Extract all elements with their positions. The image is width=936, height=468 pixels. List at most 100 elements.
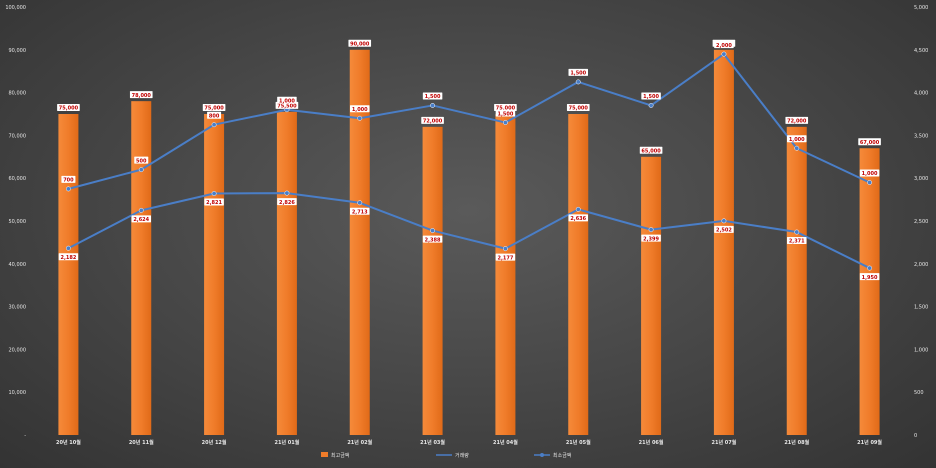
min-price-label-bg	[207, 111, 222, 119]
min-price-label: 1,000	[862, 171, 878, 177]
min-price-label-bg	[641, 92, 661, 100]
bar-max-price-label: 75,000	[496, 106, 516, 112]
bar-max-price-label: 72,000	[787, 119, 807, 125]
legend-item-max-price: 최고금액	[331, 452, 350, 459]
bar-max-price-label-bg	[202, 104, 226, 111]
volume-label: 2,713	[352, 209, 368, 215]
min-price-label-bg	[568, 68, 588, 76]
x-axis-tick-label: 21년 02월	[347, 439, 372, 446]
volume-point	[430, 228, 436, 234]
volume-label: 2,624	[133, 217, 149, 223]
volume-point	[575, 206, 581, 212]
left-axis-tick-label: 40,000	[9, 262, 27, 268]
min-price-label-bg	[787, 135, 807, 143]
volume-point	[648, 227, 654, 233]
legend-item-volume: 거래량	[455, 452, 469, 459]
right-axis-tick-label: 3,000	[914, 176, 928, 182]
min-price-label: 1,000	[789, 137, 805, 143]
x-axis-tick-label: 21년 08월	[784, 439, 809, 446]
bar-max-price-label-bg	[129, 91, 153, 99]
legend-swatch-max-price	[321, 452, 328, 457]
bar-max-price-label-bg	[57, 104, 80, 111]
right-axis-tick-label: 3,500	[914, 133, 928, 139]
volume-point	[357, 200, 363, 206]
min-price-label: 800	[209, 113, 220, 119]
min-price-label-bg	[422, 92, 443, 100]
min-price-point	[794, 145, 800, 151]
min-price-label-bg	[277, 96, 297, 104]
min-price-point	[721, 51, 727, 57]
left-axis-tick-label: 60,000	[9, 176, 27, 182]
x-axis-tick-label: 21년 04월	[493, 439, 518, 446]
legend-item-min-price: 최소금액	[553, 452, 572, 459]
bar-max-price-label: 65,000	[641, 149, 661, 155]
volume-label-bg	[641, 234, 661, 242]
volume-label: 2,371	[789, 239, 805, 245]
volume-point	[794, 229, 800, 235]
x-axis-tick-label: 21년 09월	[857, 439, 882, 446]
min-price-label-bg	[714, 41, 734, 49]
volume-label-bg	[204, 198, 224, 206]
left-axis-tick-label: -	[24, 433, 26, 439]
volume-point	[211, 191, 217, 196]
min-price-label: 2,000	[716, 43, 732, 49]
bar-max-price	[204, 114, 225, 435]
min-price-point	[575, 79, 581, 85]
bar-max-price	[58, 114, 79, 435]
bar-max-price	[568, 114, 589, 435]
volume-point	[721, 218, 727, 224]
x-axis-tick-label: 21년 03월	[420, 439, 445, 446]
bar-max-price-label-bg	[858, 138, 881, 146]
bar-max-price-label: 72,000	[423, 119, 443, 125]
volume-label-bg	[131, 215, 151, 223]
volume-label: 2,636	[570, 216, 586, 222]
bar-max-price	[422, 126, 443, 435]
x-axis-tick-label: 20년 11월	[129, 439, 154, 446]
bar-max-price	[276, 111, 297, 436]
left-axis-tick-label: 70,000	[9, 133, 27, 139]
min-price-label: 700	[63, 178, 74, 184]
bar-max-price	[641, 156, 662, 436]
volume-label: 2,399	[643, 236, 659, 242]
right-axis-tick-label: 4,000	[914, 91, 928, 97]
x-axis-tick-label: 20년 12월	[202, 439, 227, 446]
bar-max-price-label-bg	[421, 116, 444, 124]
bar-max-price-label-bg	[494, 104, 517, 111]
right-axis-tick-label: 1,500	[914, 305, 928, 311]
volume-line	[67, 192, 871, 269]
bar-max-price-label-bg	[348, 39, 372, 47]
min-price-label-bg	[859, 169, 880, 177]
x-axis-tick-label: 20년 10월	[56, 439, 81, 446]
bar-max-price-label-bg	[566, 104, 590, 111]
min-price-label: 1,000	[352, 107, 368, 113]
volume-label-bg	[58, 253, 79, 261]
volume-label: 2,821	[206, 200, 222, 206]
right-axis-tick-label: 4,500	[914, 48, 928, 54]
min-price-label: 1,000	[279, 98, 295, 104]
x-axis-tick-label: 21년 06월	[639, 439, 664, 446]
volume-label-bg	[350, 207, 370, 215]
volume-label-bg	[495, 253, 516, 261]
volume-label-bg	[422, 235, 443, 243]
min-price-label-bg	[61, 175, 76, 183]
bar-max-price	[349, 49, 370, 436]
left-axis-tick-label: 90,000	[9, 48, 27, 54]
bar-max-price-label-bg	[639, 146, 663, 154]
x-axis-tick-label: 21년 01월	[274, 439, 299, 446]
bar-max-price-label: 75,500	[277, 104, 297, 110]
bar-max-price-label: 75,000	[204, 106, 224, 112]
volume-label: 2,388	[425, 237, 441, 243]
volume-label: 2,502	[716, 228, 732, 234]
min-price-point	[138, 167, 144, 173]
volume-point	[65, 245, 71, 251]
bar-max-price	[786, 126, 807, 435]
right-axis-tick-label: 2,000	[914, 262, 928, 268]
min-price-label-bg	[495, 109, 516, 117]
volume-point	[284, 190, 290, 196]
bar-max-price-label: 90,000	[350, 42, 370, 48]
left-axis-tick-label: 100,000	[5, 5, 26, 11]
min-price-label: 1,500	[570, 71, 586, 77]
min-price-point	[648, 102, 654, 108]
